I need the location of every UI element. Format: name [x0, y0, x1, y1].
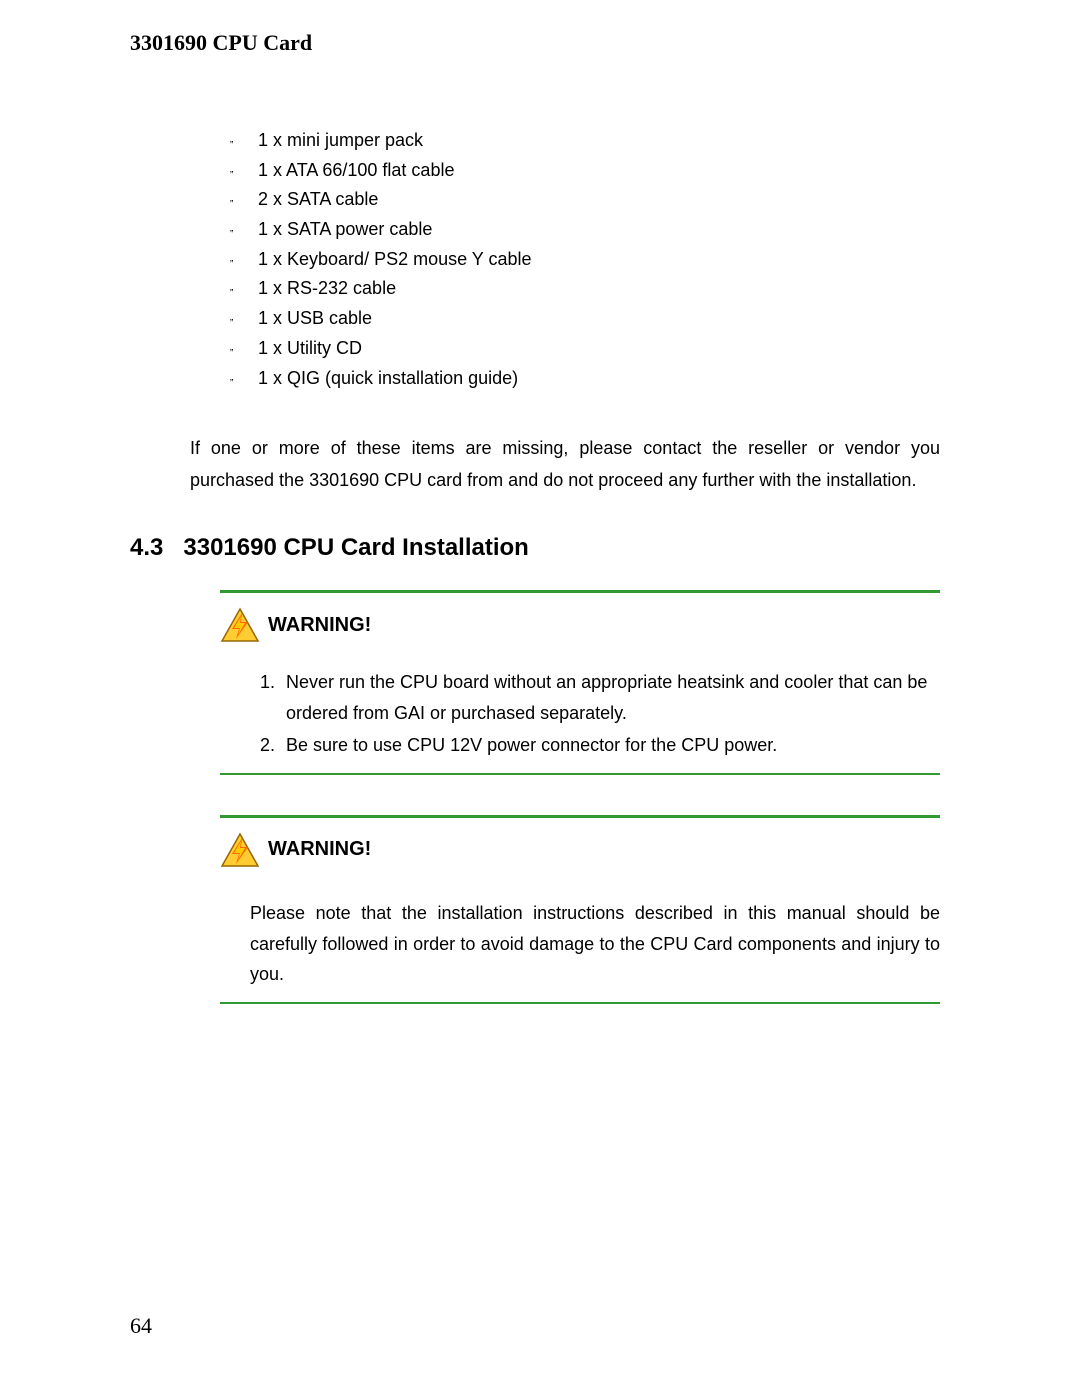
list-item: „ 1 x QIG (quick installation guide)	[230, 364, 950, 394]
warning-box-2: WARNING! Please note that the installati…	[220, 815, 940, 1004]
section-heading: 4.3 3301690 CPU Card Installation	[130, 534, 950, 562]
list-item: „ 1 x SATA power cable	[230, 215, 950, 245]
list-item-text: 1 x QIG (quick installation guide)	[258, 364, 518, 394]
warning-icon	[220, 832, 260, 868]
warning-icon	[220, 607, 260, 643]
bullet-marker: „	[230, 304, 258, 327]
section-title: 3301690 CPU Card Installation	[183, 534, 528, 561]
bullet-marker: „	[230, 364, 258, 387]
list-item-text: 2 x SATA cable	[258, 185, 378, 215]
bullet-list: „ 1 x mini jumper pack „ 1 x ATA 66/100 …	[230, 126, 950, 393]
divider	[220, 1002, 940, 1004]
warning-header: WARNING!	[220, 593, 940, 657]
warning-content: Never run the CPU board without an appro…	[220, 657, 940, 773]
list-item-text: 1 x SATA power cable	[258, 215, 432, 245]
warning-item: Never run the CPU board without an appro…	[280, 667, 940, 728]
list-item-text: 1 x ATA 66/100 flat cable	[258, 156, 454, 186]
warning-item: Be sure to use CPU 12V power connector f…	[280, 730, 940, 761]
list-item: „ 1 x RS-232 cable	[230, 274, 950, 304]
bullet-marker: „	[230, 215, 258, 238]
list-item: „ 1 x mini jumper pack	[230, 126, 950, 156]
list-item-text: 1 x USB cable	[258, 304, 372, 334]
body-paragraph: If one or more of these items are missin…	[190, 433, 940, 496]
list-item-text: 1 x RS-232 cable	[258, 274, 396, 304]
list-item-text: 1 x mini jumper pack	[258, 126, 423, 156]
bullet-marker: „	[230, 274, 258, 297]
list-item: „ 2 x SATA cable	[230, 185, 950, 215]
warning-content: Please note that the installation instru…	[220, 882, 940, 1002]
list-item-text: 1 x Keyboard/ PS2 mouse Y cable	[258, 245, 532, 275]
warning-header: WARNING!	[220, 818, 940, 882]
section-number: 4.3	[130, 534, 163, 561]
list-item: „ 1 x Utility CD	[230, 334, 950, 364]
warning-label: WARNING!	[268, 614, 371, 637]
list-item-text: 1 x Utility CD	[258, 334, 362, 364]
warning-label: WARNING!	[268, 838, 371, 861]
bullet-marker: „	[230, 245, 258, 268]
page-header: 3301690 CPU Card	[130, 30, 950, 56]
bullet-marker: „	[230, 126, 258, 149]
list-item: „ 1 x ATA 66/100 flat cable	[230, 156, 950, 186]
bullet-marker: „	[230, 185, 258, 208]
warning-box-1: WARNING! Never run the CPU board without…	[220, 590, 940, 775]
divider	[220, 773, 940, 775]
bullet-marker: „	[230, 156, 258, 179]
list-item: „ 1 x USB cable	[230, 304, 950, 334]
bullet-marker: „	[230, 334, 258, 357]
list-item: „ 1 x Keyboard/ PS2 mouse Y cable	[230, 245, 950, 275]
page-number: 64	[130, 1313, 152, 1339]
